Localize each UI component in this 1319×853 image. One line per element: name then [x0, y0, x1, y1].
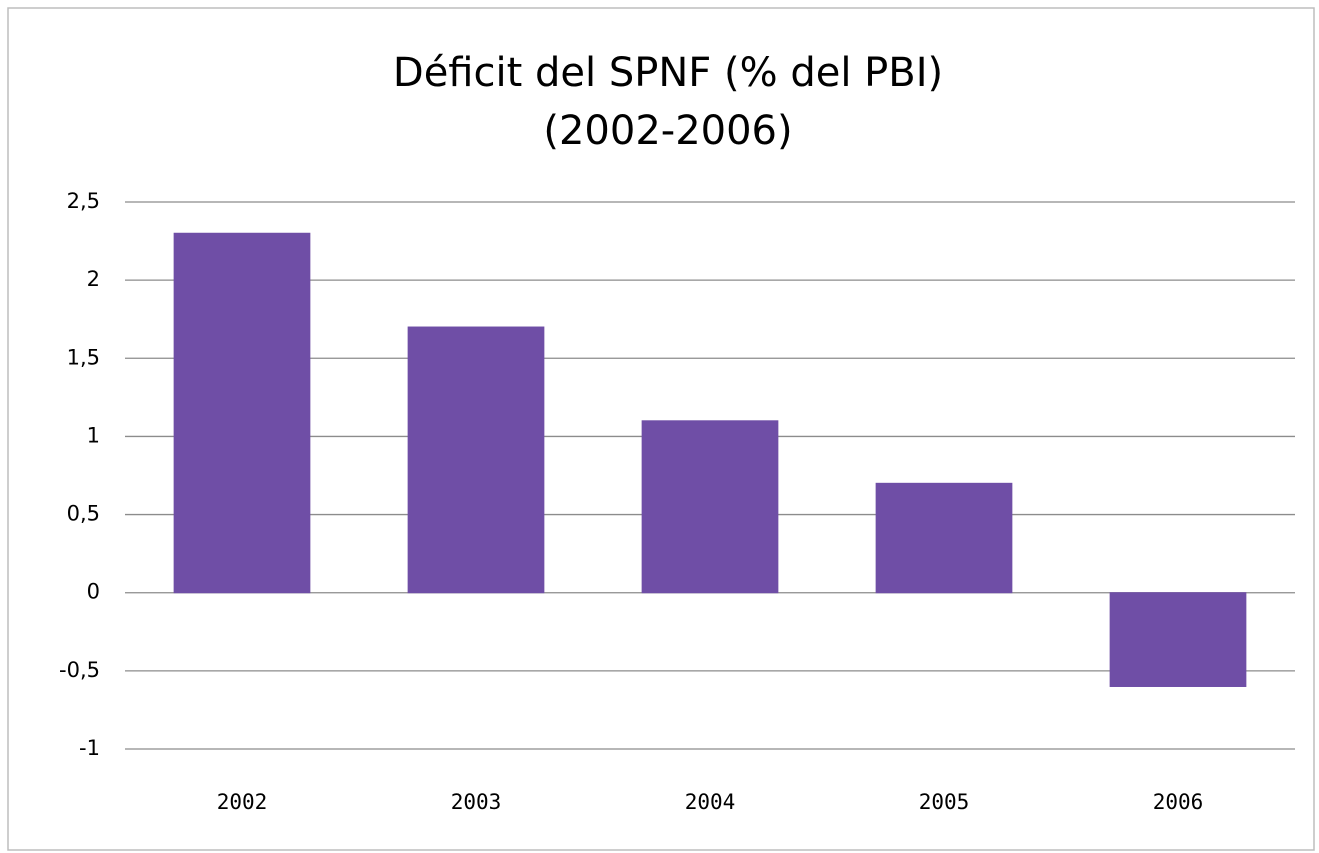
y-tick-label: 1,5: [67, 345, 100, 369]
y-tick-label: 1: [87, 423, 100, 447]
bar: [1109, 592, 1247, 687]
y-tick-label: -1: [79, 736, 100, 760]
bar: [173, 232, 311, 594]
bar: [407, 326, 545, 594]
x-tick-label: 2004: [685, 790, 736, 814]
y-tick-label: 0: [87, 580, 100, 604]
x-tick-label: 2003: [451, 790, 502, 814]
bar: [875, 482, 1013, 594]
y-tick-label: -0,5: [59, 658, 100, 682]
x-tick-label: 2006: [1153, 790, 1204, 814]
chart-title: Déficit del SPNF (% del PBI): [393, 50, 943, 96]
y-tick-label: 0,5: [67, 502, 100, 526]
y-tick-label: 2,5: [67, 189, 100, 213]
x-tick-label: 2002: [217, 790, 268, 814]
bar: [641, 420, 779, 594]
x-tick-label: 2005: [919, 790, 970, 814]
y-tick-label: 2: [87, 267, 100, 291]
chart-subtitle: (2002-2006): [543, 108, 792, 154]
